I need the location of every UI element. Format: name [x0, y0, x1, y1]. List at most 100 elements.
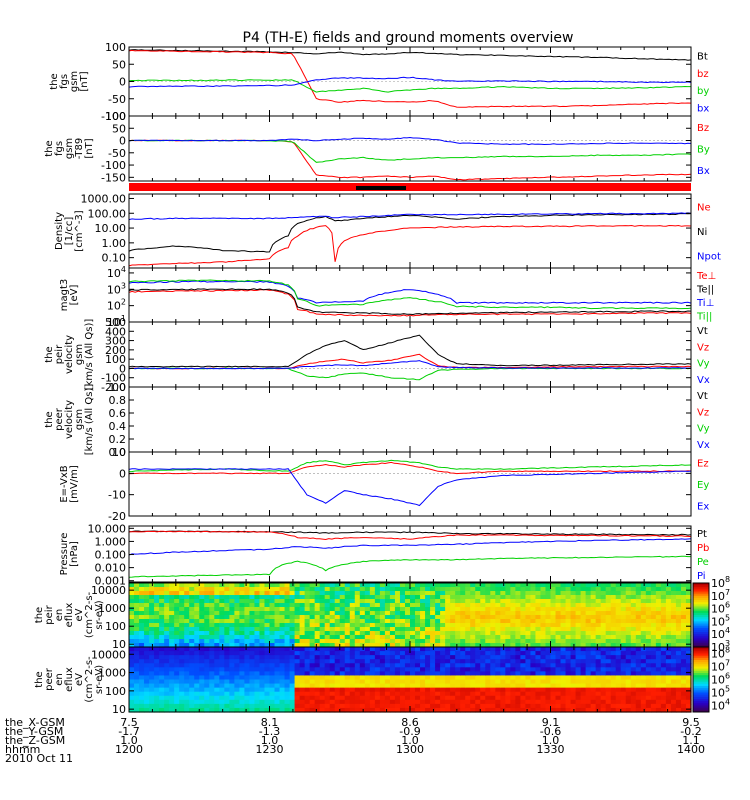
- spectrogram-cell: [219, 707, 225, 713]
- spectrogram-cell: [299, 587, 306, 592]
- spectrogram-cell: [139, 595, 145, 600]
- spectrogram-cell: [384, 611, 391, 616]
- spectrogram-cell: [670, 687, 677, 693]
- spectrogram-cell: [600, 695, 607, 701]
- spectrogram-cell: [510, 603, 516, 608]
- spectrogram-cell: [485, 683, 491, 689]
- spectrogram-cell: [670, 675, 677, 681]
- spectrogram-cell: [640, 647, 647, 652]
- spectrogram-cell: [500, 643, 506, 648]
- spectrogram-cell: [425, 655, 431, 660]
- spectrogram-cell: [640, 679, 647, 685]
- spectrogram-cell: [284, 635, 291, 640]
- spectrogram-cell: [435, 671, 441, 677]
- spectrogram-cell: [585, 663, 592, 668]
- spectrogram-cell: [415, 699, 421, 705]
- colorbar-swatch: [693, 694, 709, 698]
- spectrogram-cell: [440, 623, 446, 628]
- spectrogram-cell: [675, 611, 682, 616]
- spectrogram-cell: [610, 595, 617, 600]
- spectrogram-cell: [384, 607, 391, 612]
- spectrogram-cell: [154, 583, 160, 588]
- spectrogram-cell: [144, 675, 150, 681]
- spectrogram-cell: [680, 595, 687, 600]
- spectrogram-cell: [154, 595, 160, 600]
- spectrogram-cell: [500, 639, 506, 644]
- spectrogram-cell: [224, 635, 230, 640]
- spectrogram-cell: [675, 591, 682, 596]
- y-tick-label: 104: [107, 265, 126, 280]
- colorbar-swatch: [693, 606, 709, 610]
- spectrogram-cell: [354, 663, 361, 668]
- spectrogram-cell: [159, 631, 165, 636]
- spectrogram-cell: [555, 615, 562, 620]
- spectrogram-cell: [149, 655, 155, 660]
- colorbar-swatch: [693, 679, 709, 683]
- spectrogram-cell: [219, 675, 225, 681]
- spectrogram-cell: [254, 583, 261, 588]
- spectrogram-cell: [460, 639, 466, 644]
- spectrogram-cell: [680, 611, 687, 616]
- spectrogram-cell: [204, 627, 210, 632]
- spectrogram-cell: [244, 675, 251, 681]
- spectrogram-cell: [314, 667, 321, 672]
- spectrogram-cell: [685, 671, 692, 677]
- spectrogram-cell: [399, 615, 406, 620]
- spectrogram-cell: [580, 631, 587, 636]
- spectrogram-cell: [500, 583, 506, 588]
- spectrogram-cell: [590, 679, 597, 685]
- series-line-Bx: [128, 136, 692, 146]
- spectrogram-cell: [184, 631, 190, 636]
- spectrogram-cell: [655, 595, 662, 600]
- spectrogram-cell: [500, 659, 506, 664]
- spectrogram-cell: [420, 683, 426, 689]
- spectrogram-cell: [364, 691, 371, 697]
- spectrogram-cell: [394, 639, 401, 644]
- spectrogram-cell: [184, 623, 190, 628]
- spectrogram-cell: [600, 651, 607, 656]
- spectrogram-cell: [214, 699, 220, 705]
- spectrogram-cell: [159, 623, 165, 628]
- spectrogram-cell: [339, 619, 346, 624]
- spectrogram-cell: [575, 655, 582, 660]
- spectrogram-cell: [620, 707, 627, 713]
- spectrogram-cell: [344, 635, 351, 640]
- spectrogram-cell: [199, 591, 205, 596]
- spectrogram-cell: [389, 683, 396, 689]
- spectrogram-cell: [465, 647, 471, 652]
- spectrogram-cell: [530, 699, 537, 705]
- spectrogram-cell: [129, 611, 135, 616]
- spectrogram-cell: [605, 611, 612, 616]
- spectrogram-cell: [655, 647, 662, 652]
- spectrogram-cell: [164, 595, 170, 600]
- spectrogram-cell: [204, 703, 210, 709]
- spectrogram-cell: [585, 607, 592, 612]
- spectrogram-cell: [199, 659, 205, 664]
- spectrogram-cell: [374, 695, 381, 701]
- spectrogram-cell: [194, 591, 200, 596]
- spectrogram-cell: [204, 651, 210, 656]
- spectrogram-cell: [224, 623, 230, 628]
- spectrogram-cell: [129, 691, 135, 697]
- spectrogram-cell: [505, 675, 511, 681]
- spectrogram-cell: [415, 599, 421, 604]
- spectrogram-cell: [565, 659, 572, 664]
- spectrogram-cell: [550, 607, 557, 612]
- spectrogram-cell: [570, 587, 577, 592]
- spectrogram-cell: [555, 679, 562, 685]
- spectrogram-cell: [249, 651, 256, 656]
- spectrogram-cell: [660, 639, 667, 644]
- spectrogram-cell: [269, 583, 276, 588]
- spectrogram-cell: [359, 603, 366, 608]
- spectrogram-cell: [565, 675, 572, 681]
- spectrogram-cell: [450, 619, 456, 624]
- spectrogram-cell: [189, 623, 195, 628]
- spectrogram-cell: [364, 631, 371, 636]
- spectrogram-cell: [254, 683, 261, 689]
- spectrogram-cell: [244, 595, 251, 600]
- spectrogram-cell: [289, 611, 296, 616]
- series-line-Pe: [128, 555, 691, 578]
- spectrogram-cell: [294, 667, 301, 672]
- spectrogram-cell: [680, 599, 687, 604]
